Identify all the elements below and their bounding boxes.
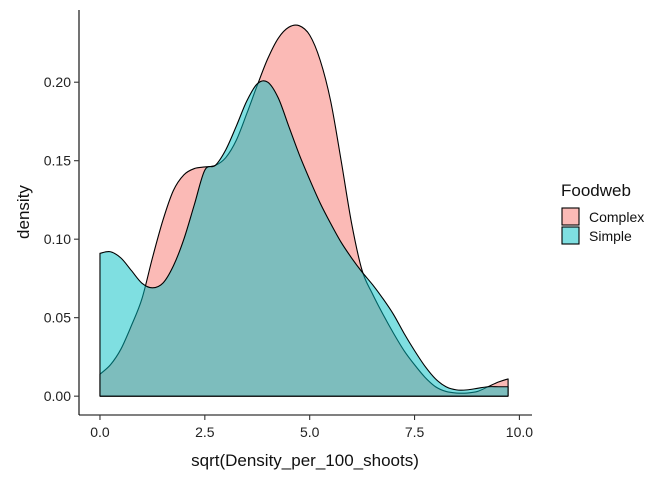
legend: Foodweb Complex Simple — [561, 181, 644, 245]
x-axis-title: sqrt(Density_per_100_shoots) — [191, 451, 419, 470]
legend-title: Foodweb — [561, 181, 631, 200]
y-tick-label: 0.00 — [44, 388, 71, 404]
y-tick-label: 0.10 — [44, 231, 71, 247]
legend-key-simple — [561, 226, 580, 245]
y-axis-title: density — [14, 185, 33, 239]
legend-label-complex: Complex — [589, 209, 644, 225]
legend-key-complex — [561, 207, 580, 226]
x-tick-label: 0.0 — [90, 424, 110, 440]
y-tick-label: 0.15 — [44, 153, 71, 169]
legend-label-simple: Simple — [589, 228, 632, 244]
x-tick-label: 5.0 — [300, 424, 320, 440]
density-area-simple — [99, 80, 509, 397]
y-tick-label: 0.05 — [44, 310, 71, 326]
x-tick-label: 7.5 — [405, 424, 425, 440]
x-tick-label: 2.5 — [195, 424, 215, 440]
axes: 0.0 2.5 5.0 7.5 10.0 0.00 0.05 0.10 0.15 0.20 — [44, 10, 533, 440]
y-tick-label: 0.20 — [44, 74, 71, 90]
x-tick-label: 10.0 — [506, 424, 533, 440]
plot-area — [99, 24, 509, 397]
